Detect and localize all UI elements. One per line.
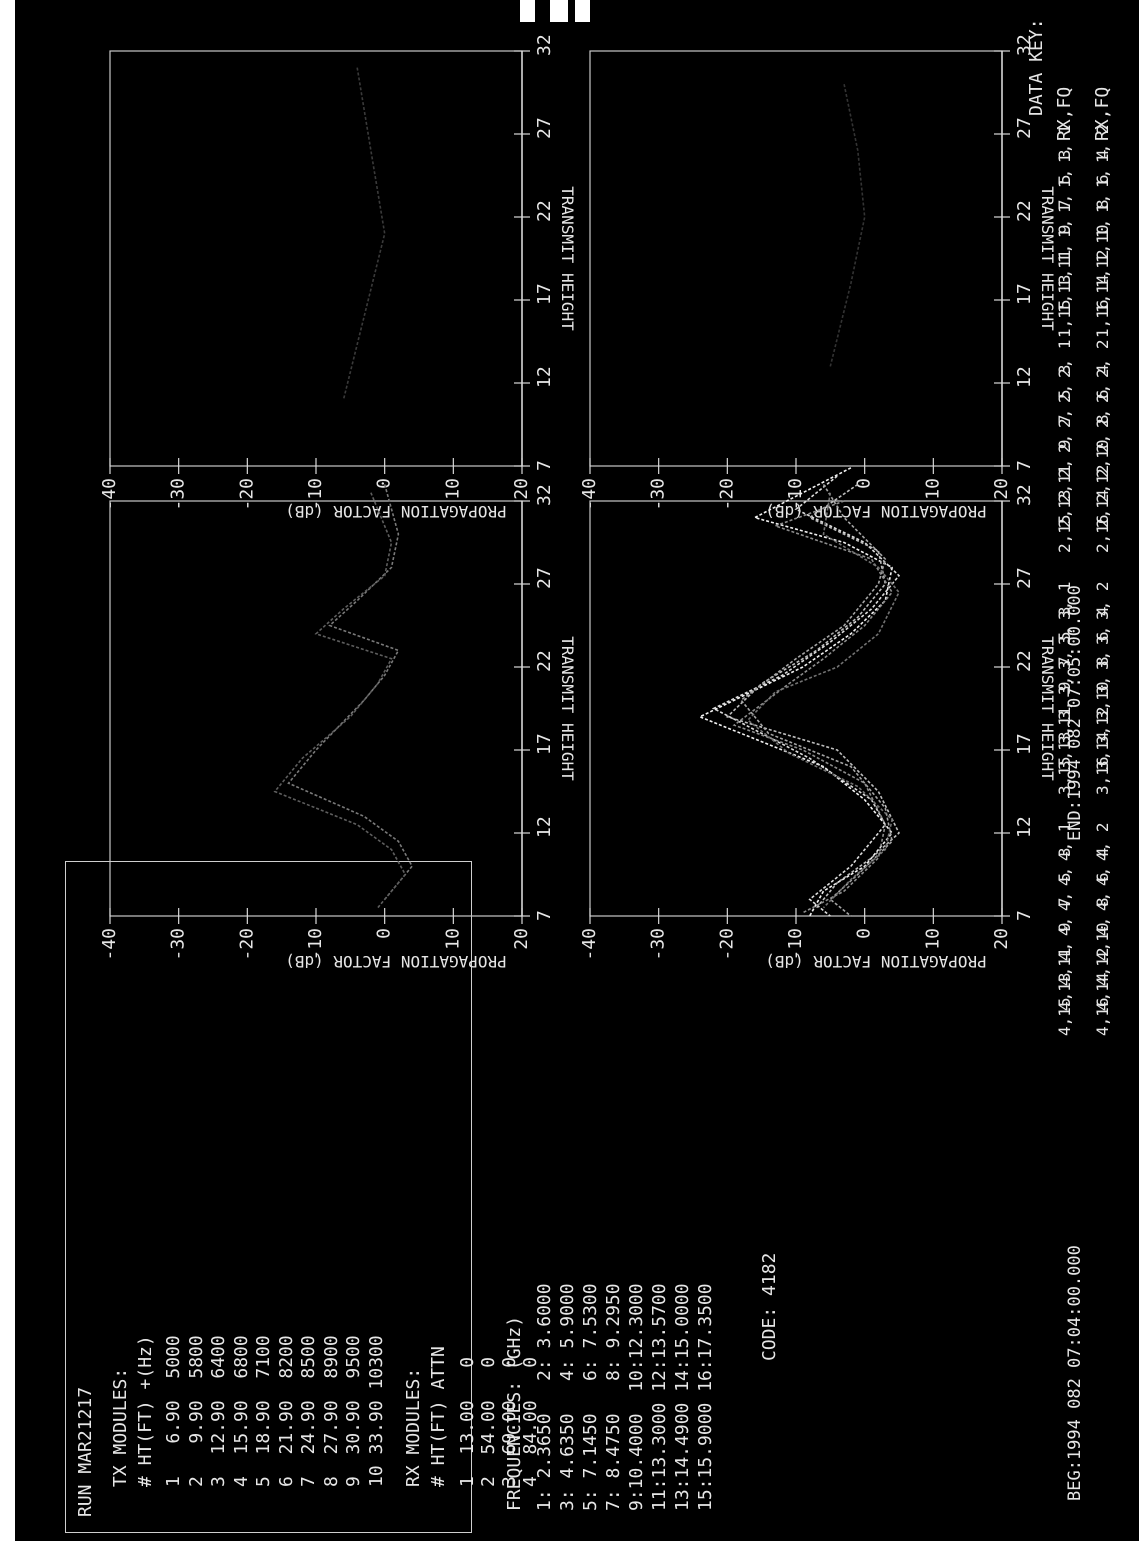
plot-frame: [109, 50, 523, 467]
display-screen: RUN MAR21217 TX MODULES: # HT(FT) +(Hz) …: [15, 0, 1139, 1541]
x-tick-label: -40: [99, 478, 120, 511]
data-key-entry: 1,16: [1093, 299, 1112, 338]
y-tick-label: 17: [534, 283, 555, 305]
x-tick-label: 20: [991, 928, 1012, 950]
x-tick-label: -40: [579, 928, 600, 961]
data-key-entry: 3,15: [1055, 756, 1074, 795]
data-key-entry: 3,16: [1093, 756, 1112, 795]
x-tick-label: 0: [854, 928, 875, 939]
y-tick-label: 7: [1014, 460, 1035, 471]
data-key-title: DATA KEY:: [1026, 18, 1047, 116]
x-tick-label: -10: [305, 928, 326, 961]
y-tick-label: 22: [1014, 650, 1035, 672]
y-tick-label: 12: [534, 366, 555, 388]
x-tick-label: -40: [579, 478, 600, 511]
series-line: [711, 475, 901, 917]
y-axis-label: TRANSMIT HEIGHT: [1038, 186, 1057, 331]
series-line: [273, 492, 407, 909]
x-tick-label: 0: [854, 478, 875, 489]
plot-frame: [589, 50, 1003, 467]
x-axis-label: PROPAGATION FACTOR (dB): [765, 502, 987, 521]
y-tick-label: 12: [1014, 816, 1035, 838]
y-tick-label: 17: [1014, 283, 1035, 305]
series-line: [732, 500, 894, 914]
series-line: [746, 492, 900, 909]
y-tick-label: 12: [1014, 366, 1035, 388]
x-tick-label: 10: [922, 478, 943, 500]
y-tick-label: 32: [534, 484, 555, 506]
x-axis-label: PROPAGATION FACTOR (dB): [285, 952, 507, 971]
x-tick-label: -30: [648, 478, 669, 511]
y-tick-label: 12: [534, 816, 555, 838]
x-axis-label: PROPAGATION FACTOR (dB): [765, 952, 987, 971]
top-tabs: [520, 0, 590, 22]
x-tick-label: -20: [716, 478, 737, 511]
x-tick-label: -30: [168, 928, 189, 961]
x-tick-label: 10: [442, 478, 463, 500]
x-tick-label: -10: [785, 478, 806, 511]
y-tick-label: 27: [534, 117, 555, 139]
y-tick-label: 27: [1014, 117, 1035, 139]
series-line: [725, 483, 900, 909]
x-tick-label: -20: [236, 478, 257, 511]
data-key-entry: 4,15: [1055, 997, 1074, 1036]
rotated-content: RUN MAR21217 TX MODULES: # HT(FT) +(Hz) …: [15, 0, 1139, 1541]
x-tick-label: 0: [374, 478, 395, 489]
x-tick-label: 10: [442, 928, 463, 950]
y-axis-label: TRANSMIT HEIGHT: [558, 636, 577, 781]
x-tick-label: 0: [374, 928, 395, 939]
series-line: [739, 483, 893, 917]
y-tick-label: 32: [534, 34, 555, 56]
y-tick-label: 22: [1014, 200, 1035, 222]
data-key-entry: 1,15: [1055, 299, 1074, 338]
series-line: [697, 467, 894, 917]
x-tick-label: 20: [511, 928, 532, 950]
x-tick-label: -20: [236, 928, 257, 961]
y-tick-label: 7: [1014, 910, 1035, 921]
x-axis-label: PROPAGATION FACTOR (dB): [285, 502, 507, 521]
y-tick-label: 22: [534, 650, 555, 672]
x-tick-label: -10: [785, 928, 806, 961]
x-tick-label: 10: [922, 928, 943, 950]
data-key-entry: 2,15: [1055, 514, 1074, 553]
plots-svg: -40 -30 -20 -10 0 10 2071217222732PROPAGATION …: [99, 34, 1057, 971]
x-tick-label: 20: [511, 478, 532, 500]
plot-frame: [109, 500, 523, 917]
series-line: [287, 484, 414, 900]
x-tick-label: -10: [305, 478, 326, 511]
y-tick-label: 32: [1014, 34, 1035, 56]
y-tick-label: 22: [534, 200, 555, 222]
y-tick-label: 17: [534, 733, 555, 755]
y-tick-label: 27: [1014, 567, 1035, 589]
y-tick-label: 32: [1014, 484, 1035, 506]
data-key-entry: 4,16: [1093, 997, 1112, 1036]
x-tick-label: 20: [991, 478, 1012, 500]
x-tick-label: -40: [99, 928, 120, 961]
data-key-entry: 2,16: [1093, 514, 1112, 553]
plot-frame: [589, 500, 1003, 917]
y-tick-label: 17: [1014, 733, 1035, 755]
y-axis-label: TRANSMIT HEIGHT: [1038, 636, 1057, 781]
x-tick-label: -30: [168, 478, 189, 511]
x-tick-label: -30: [648, 928, 669, 961]
y-tick-label: 7: [534, 460, 555, 471]
y-tick-label: 7: [534, 910, 555, 921]
series-line: [342, 67, 386, 400]
y-axis-label: TRANSMIT HEIGHT: [558, 186, 577, 331]
y-tick-label: 27: [534, 567, 555, 589]
x-tick-label: -20: [716, 928, 737, 961]
series-line: [829, 84, 866, 367]
